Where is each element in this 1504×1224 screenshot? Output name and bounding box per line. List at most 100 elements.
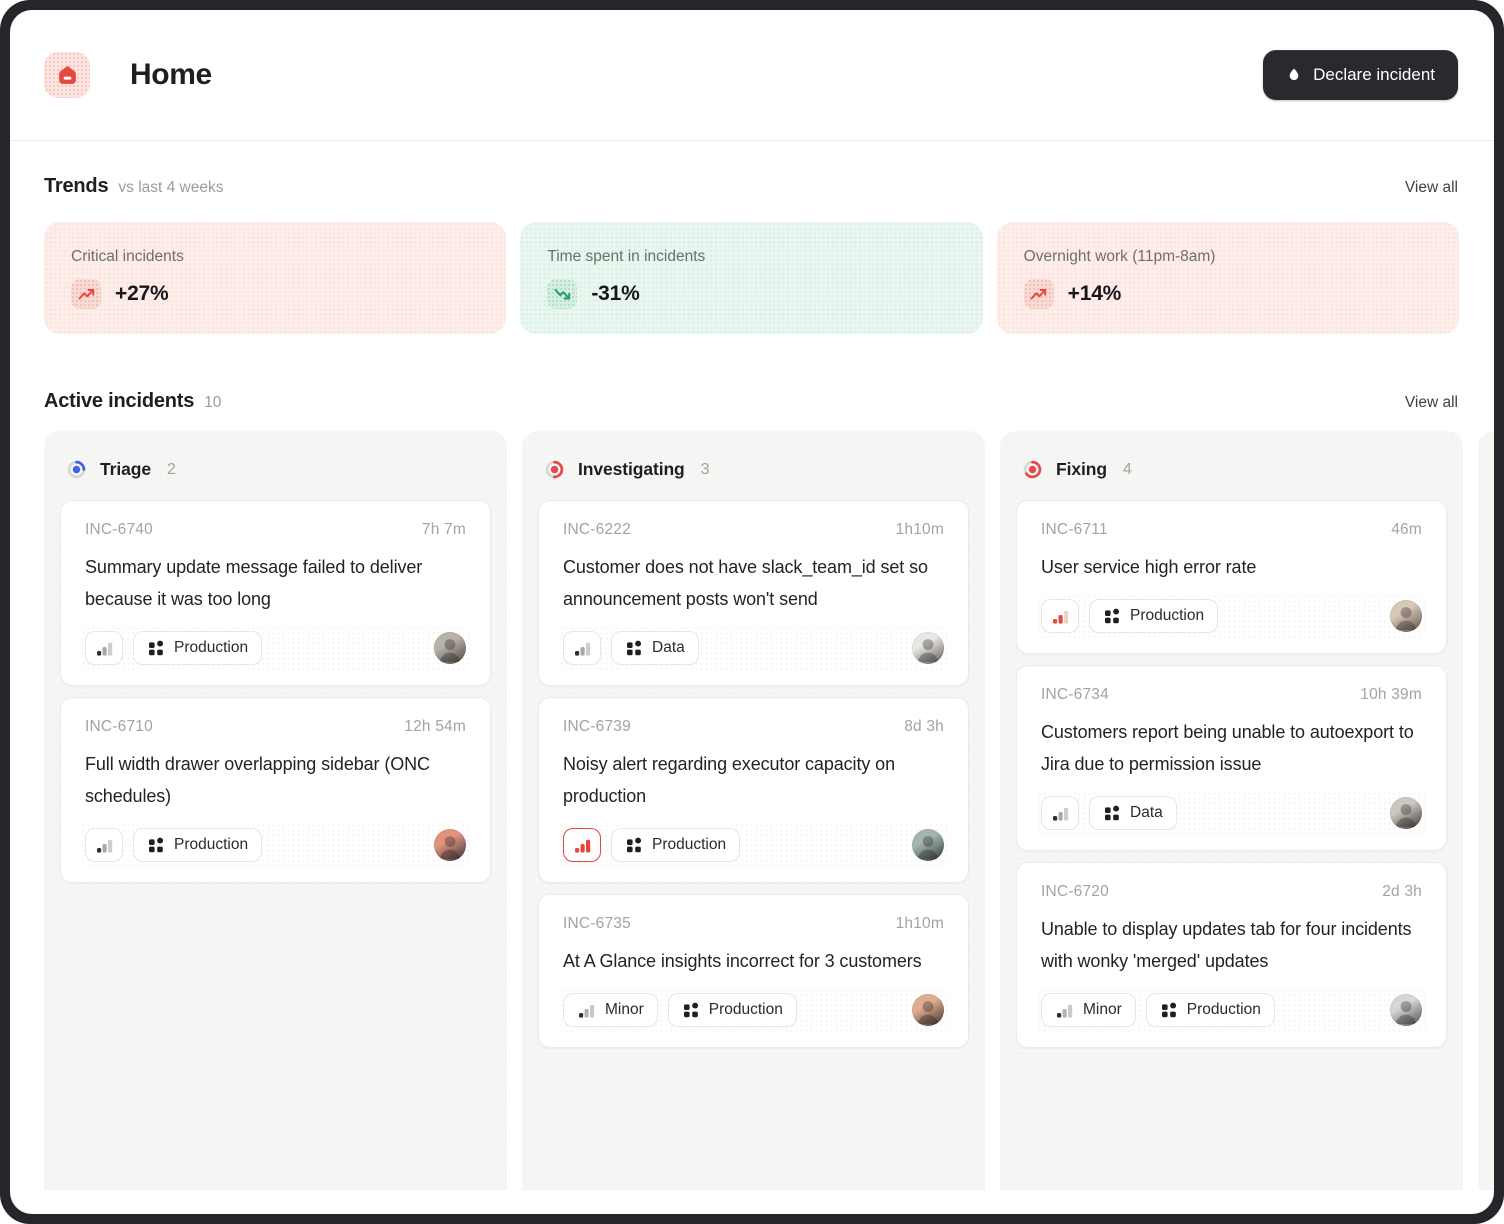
severity-badge[interactable]: [85, 828, 123, 862]
incident-title: Customer does not have slack_team_id set…: [563, 557, 928, 609]
trends-view-all-link[interactable]: View all: [1404, 179, 1458, 196]
team-label: Data: [652, 639, 685, 656]
severity-bars-icon: [95, 836, 114, 855]
team-badge[interactable]: Production: [611, 828, 741, 862]
trend-up-icon: [71, 279, 101, 309]
incident-card[interactable]: INC-6720 2d 3h Unable to display updates…: [1016, 862, 1447, 1048]
incident-id: INC-6739: [563, 718, 631, 735]
incident-card[interactable]: INC-6710 12h 54m Full width drawer overl…: [60, 697, 491, 883]
trend-card: Time spent in incidents -31%: [520, 222, 983, 334]
avatar[interactable]: [434, 632, 466, 664]
trends-subtitle: vs last 4 weeks: [118, 179, 224, 196]
incidents-view-all-link[interactable]: View all: [1404, 394, 1458, 411]
incident-title: User service high error rate: [1041, 557, 1257, 577]
incident-card[interactable]: INC-6735 1h10m At A Glance insights inco…: [538, 894, 969, 1048]
team-badge[interactable]: Production: [1089, 599, 1219, 633]
trend-cards-row: Critical incidents +27% Time spent in in…: [10, 222, 1494, 334]
trends-section: Trends vs last 4 weeks View all Critical…: [10, 175, 1494, 334]
board-column-investigating: Investigating 3 INC-6222 1h10m Customer …: [522, 431, 985, 1190]
incident-card[interactable]: INC-6739 8d 3h Noisy alert regarding exe…: [538, 697, 969, 883]
incident-card[interactable]: INC-6740 7h 7m Summary update message fa…: [60, 500, 491, 686]
trend-up-icon: [1023, 279, 1054, 309]
avatar[interactable]: [1390, 797, 1422, 829]
team-badge[interactable]: Data: [1089, 796, 1177, 830]
column-name: Investigating: [578, 459, 685, 479]
trend-value: +14%: [1067, 282, 1122, 305]
severity-badge[interactable]: [85, 631, 123, 665]
team-badge[interactable]: Data: [611, 631, 699, 665]
avatar[interactable]: [912, 994, 944, 1026]
team-grid-icon: [1160, 1001, 1178, 1019]
incident-id: INC-6740: [85, 521, 153, 538]
severity-badge[interactable]: [1041, 796, 1079, 830]
page-title: Home: [130, 58, 212, 91]
team-label: Production: [174, 836, 249, 853]
team-label: Production: [1130, 607, 1205, 624]
incident-duration: 2d 3h: [1382, 883, 1422, 900]
active-incidents-section: Active incidents 10 View all Triage 2 IN…: [10, 390, 1494, 1190]
avatar[interactable]: [912, 632, 944, 664]
incident-title: At A Glance insights incorrect for 3 cus…: [563, 951, 922, 971]
flame-icon: [1286, 67, 1302, 83]
severity-bars-icon: [1055, 1001, 1074, 1020]
severity-badge[interactable]: [563, 631, 601, 665]
team-label: Production: [1186, 1001, 1261, 1018]
trend-label: Critical incidents: [71, 248, 184, 265]
incident-title: Full width drawer overlapping sidebar (O…: [85, 754, 430, 806]
severity-badge[interactable]: [1041, 599, 1079, 633]
trend-value: -31%: [591, 282, 640, 305]
avatar[interactable]: [434, 829, 466, 861]
column-name: Fixing: [1056, 459, 1107, 479]
severity-bars-icon: [1051, 607, 1070, 626]
declare-incident-button[interactable]: Declare incident: [1263, 50, 1458, 100]
team-badge[interactable]: Production: [133, 828, 263, 862]
avatar[interactable]: [1390, 994, 1422, 1026]
severity-bars-icon: [573, 639, 592, 658]
avatar[interactable]: [912, 829, 944, 861]
column-count: 4: [1122, 460, 1132, 478]
column-header: Triage 2: [60, 431, 491, 500]
incident-title: Customers report being unable to autoexp…: [1041, 722, 1414, 774]
severity-bars-icon: [577, 1001, 596, 1020]
incident-duration: 12h 54m: [404, 718, 466, 735]
team-grid-icon: [1103, 607, 1121, 625]
avatar[interactable]: [1390, 600, 1422, 632]
status-ring-icon: [544, 459, 565, 480]
severity-badge[interactable]: Minor: [563, 993, 658, 1027]
incident-id: INC-6735: [563, 915, 631, 932]
team-label: Production: [174, 639, 249, 656]
incident-card-footer: Production: [81, 626, 470, 670]
team-label: Production: [652, 836, 727, 853]
trend-card: Critical incidents +27%: [44, 222, 507, 334]
team-grid-icon: [625, 639, 643, 657]
incident-id: INC-6734: [1041, 686, 1109, 703]
board-column-triage: Triage 2 INC-6740 7h 7m Summary update m…: [44, 431, 507, 1190]
incident-card-footer: Data: [559, 626, 948, 670]
incident-title: Summary update message failed to deliver…: [85, 557, 423, 609]
incident-card[interactable]: INC-6222 1h10m Customer does not have sl…: [538, 500, 969, 686]
severity-label: Minor: [605, 1001, 644, 1018]
active-incidents-count: 10: [204, 394, 222, 411]
incident-title: Noisy alert regarding executor capacity …: [563, 754, 895, 806]
declare-incident-label: Declare incident: [1313, 65, 1435, 84]
page: Home Declare incident Trends vs last 4 w…: [10, 10, 1494, 1214]
team-badge[interactable]: Production: [667, 993, 797, 1027]
severity-badge[interactable]: [563, 828, 601, 862]
incident-id: INC-6711: [1041, 521, 1108, 538]
severity-badge[interactable]: Minor: [1041, 993, 1136, 1027]
incident-title: Unable to display updates tab for four i…: [1041, 919, 1412, 971]
column-cards: INC-6711 46m User service high error rat…: [1016, 500, 1447, 1048]
incident-card[interactable]: INC-6734 10h 39m Customers report being …: [1016, 665, 1447, 851]
incident-duration: 1h10m: [895, 521, 944, 538]
severity-bars-icon: [1051, 804, 1070, 823]
team-label: Data: [1130, 804, 1163, 821]
severity-label: Minor: [1083, 1001, 1122, 1018]
column-header: Investigating 3: [538, 431, 969, 500]
incident-card[interactable]: INC-6711 46m User service high error rat…: [1016, 500, 1447, 654]
team-grid-icon: [147, 639, 165, 657]
team-badge[interactable]: Production: [1145, 993, 1275, 1027]
column-header: Fixing 4: [1016, 431, 1447, 500]
column-count: 3: [700, 460, 710, 478]
incident-board: Triage 2 INC-6740 7h 7m Summary update m…: [10, 431, 1494, 1190]
team-badge[interactable]: Production: [133, 631, 263, 665]
